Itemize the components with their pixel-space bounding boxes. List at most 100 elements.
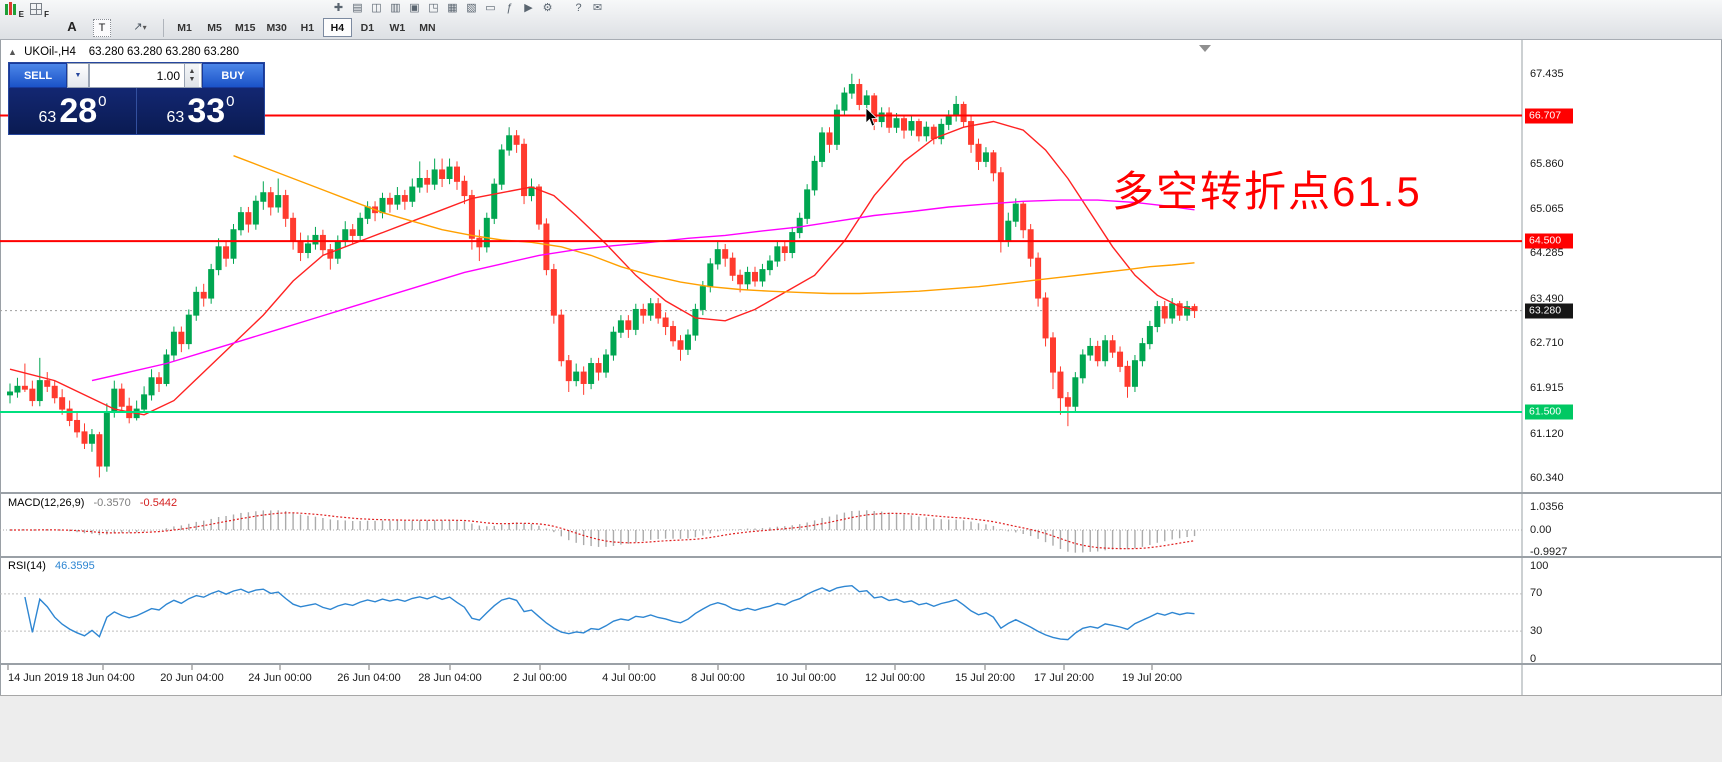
- time-axis-label: 10 Jul 00:00: [776, 672, 836, 684]
- navigator-icon[interactable]: ▥: [390, 2, 401, 14]
- spinner-down-icon[interactable]: ▼: [188, 75, 196, 83]
- volume-value: 1.00: [156, 68, 180, 83]
- templates-icon[interactable]: ▭: [485, 2, 496, 14]
- time-axis-label: 12 Jul 00:00: [865, 672, 925, 684]
- time-axis-label: 18 Jun 04:00: [71, 672, 135, 684]
- time-axis-label: 17 Jul 20:00: [1034, 672, 1094, 684]
- time-axis-label: 19 Jul 20:00: [1122, 672, 1182, 684]
- chart-text-annotation[interactable]: 多空转折点61.5: [1112, 168, 1422, 215]
- grid-layout-icon[interactable]: F: [28, 1, 49, 19]
- one-click-trading-panel: SELL ▼ 1.00 ▲ ▼ BUY 63 28 0 63 33 0: [8, 62, 265, 135]
- one-click-collapse-arrow[interactable]: ▲: [8, 47, 17, 57]
- time-axis-label: 14 Jun 2019: [8, 672, 69, 684]
- expert-chart-icon[interactable]: E: [3, 1, 24, 19]
- indicators-icon[interactable]: ƒ: [506, 2, 513, 14]
- slow-ma-line: [233, 155, 1195, 295]
- bid-price: 63 28 0: [38, 91, 107, 130]
- price-tag-red: 64.500: [1525, 233, 1573, 249]
- buy-button[interactable]: BUY: [202, 63, 264, 88]
- time-ticks: [7, 665, 1153, 670]
- chart-window: [0, 40, 1722, 695]
- price-axis-label: 65.065: [1530, 202, 1564, 215]
- chart-symbol-period: UKOil-,H4: [24, 46, 76, 58]
- price-display: 63 28 0 63 33 0: [9, 88, 264, 134]
- macd-signal-value: -0.5442: [139, 497, 178, 509]
- macd-axis-label: -0.9927: [1530, 546, 1568, 558]
- timeframe-button-mn[interactable]: MN: [413, 18, 442, 37]
- sell-button[interactable]: SELL: [9, 63, 67, 88]
- time-axis-label: 4 Jul 00:00: [602, 672, 656, 684]
- time-axis-label: 20 Jun 04:00: [160, 672, 224, 684]
- text-tool-icon[interactable]: A: [67, 19, 77, 34]
- chart-title: ▲ UKOil-,H4 63.280 63.280 63.280 63.280: [8, 46, 239, 58]
- timeframe-button-h1[interactable]: H1: [293, 18, 322, 37]
- timeframe-button-h4[interactable]: H4: [322, 18, 352, 37]
- time-axis-label: 24 Jun 00:00: [248, 672, 312, 684]
- new-order-icon[interactable]: ✚: [333, 2, 344, 14]
- timeframe-button-m5[interactable]: M5: [200, 18, 229, 37]
- rsi-value: 46.3595: [54, 560, 95, 572]
- rsi-levels-layer: [0, 593, 1522, 632]
- time-axis-label: 2 Jul 00:00: [513, 672, 567, 684]
- chevron-down-icon: ▾: [142, 23, 147, 32]
- data-window-icon[interactable]: ◫: [371, 2, 382, 14]
- timeframe-button-m15[interactable]: M15: [230, 18, 260, 37]
- pane-separators: [0, 40, 1722, 695]
- time-axis-label: 28 Jun 04:00: [418, 672, 482, 684]
- macd-axis-label: 0.00: [1530, 524, 1552, 536]
- feedback-icon[interactable]: ✉: [592, 2, 603, 14]
- macd-main-value: -0.3570: [93, 497, 131, 509]
- options-icon[interactable]: ⚙: [542, 2, 553, 14]
- autotrading-icon[interactable]: ▶: [524, 2, 533, 14]
- toolbar-separator: [163, 19, 164, 37]
- time-axis-label: 26 Jun 04:00: [337, 672, 401, 684]
- mini-candles-icon: [5, 2, 16, 15]
- macd-signal-line: [10, 512, 1195, 550]
- moving-averages-layer: [9, 120, 1195, 416]
- rsi-axis-label: 70: [1530, 587, 1543, 599]
- macd-legend: MACD(12,26,9) -0.3570 -0.5442: [8, 497, 178, 509]
- timeframe-button-m30[interactable]: M30: [261, 18, 291, 37]
- rsi-axis-label: 0: [1530, 653, 1537, 665]
- price-axis-label: 62.710: [1530, 337, 1564, 349]
- macd-axis-label: 1.0356: [1530, 501, 1564, 513]
- price-tag-green: 61.500: [1525, 404, 1573, 420]
- trend-ma-line: [91, 199, 1195, 382]
- price-tag-red: 66.707: [1525, 108, 1573, 123]
- new-chart-icon[interactable]: ▦: [447, 2, 458, 14]
- candles-layer: [7, 73, 1198, 478]
- rsi-line: [24, 584, 1195, 641]
- line-studies-dropdown[interactable]: ↗▾: [133, 21, 147, 33]
- price-axis-label: 67.435: [1530, 68, 1564, 80]
- volume-spinner[interactable]: ▲ ▼: [184, 64, 199, 87]
- window-toolbar: ✚ ▤ ◫ ▥ ▣ ◳ ▦ ▧ ▭ ƒ ▶ ⚙? ✉: [330, 0, 606, 17]
- rsi-legend: RSI(14) 46.3595: [8, 560, 95, 572]
- price-axis-label: 61.120: [1530, 427, 1564, 440]
- price-axis-label: 64.285: [1530, 247, 1564, 260]
- spacer: [558, 1, 568, 16]
- mouse-cursor: [865, 107, 878, 127]
- spinner-up-icon[interactable]: ▲: [188, 67, 196, 75]
- rsi-axis-label: 100: [1530, 560, 1549, 572]
- order-options-dropdown[interactable]: ▼: [67, 63, 89, 88]
- price-axis-label: 63.490: [1530, 292, 1564, 305]
- timeframe-button-m1[interactable]: M1: [170, 18, 199, 37]
- timeframe-button-d1[interactable]: D1: [353, 18, 382, 37]
- text-label-tool-icon[interactable]: T: [93, 19, 111, 37]
- timeframe-button-w1[interactable]: W1: [383, 18, 412, 37]
- market-watch-icon[interactable]: ▤: [352, 2, 363, 14]
- help-icon[interactable]: ?: [575, 2, 582, 14]
- price-axis-label: 65.860: [1530, 157, 1564, 170]
- volume-input[interactable]: 1.00 ▲ ▼: [89, 63, 202, 88]
- price-tag-current: 63.280: [1525, 303, 1573, 319]
- timeframe-toolbar: M1 M5 M15 M30 H1 H4 D1 W1 MN: [170, 18, 442, 37]
- price-axis-label: 61.915: [1530, 382, 1564, 395]
- chart-shift-marker: [1199, 45, 1211, 52]
- terminal-icon[interactable]: ▣: [409, 2, 420, 14]
- chart-ohlc-values: 63.280 63.280 63.280 63.280: [88, 46, 239, 58]
- time-axis-label: 15 Jul 20:00: [955, 672, 1015, 684]
- profiles-icon[interactable]: ▧: [466, 2, 477, 14]
- strategy-tester-icon[interactable]: ◳: [428, 2, 439, 14]
- ask-price: 63 33 0: [166, 91, 235, 130]
